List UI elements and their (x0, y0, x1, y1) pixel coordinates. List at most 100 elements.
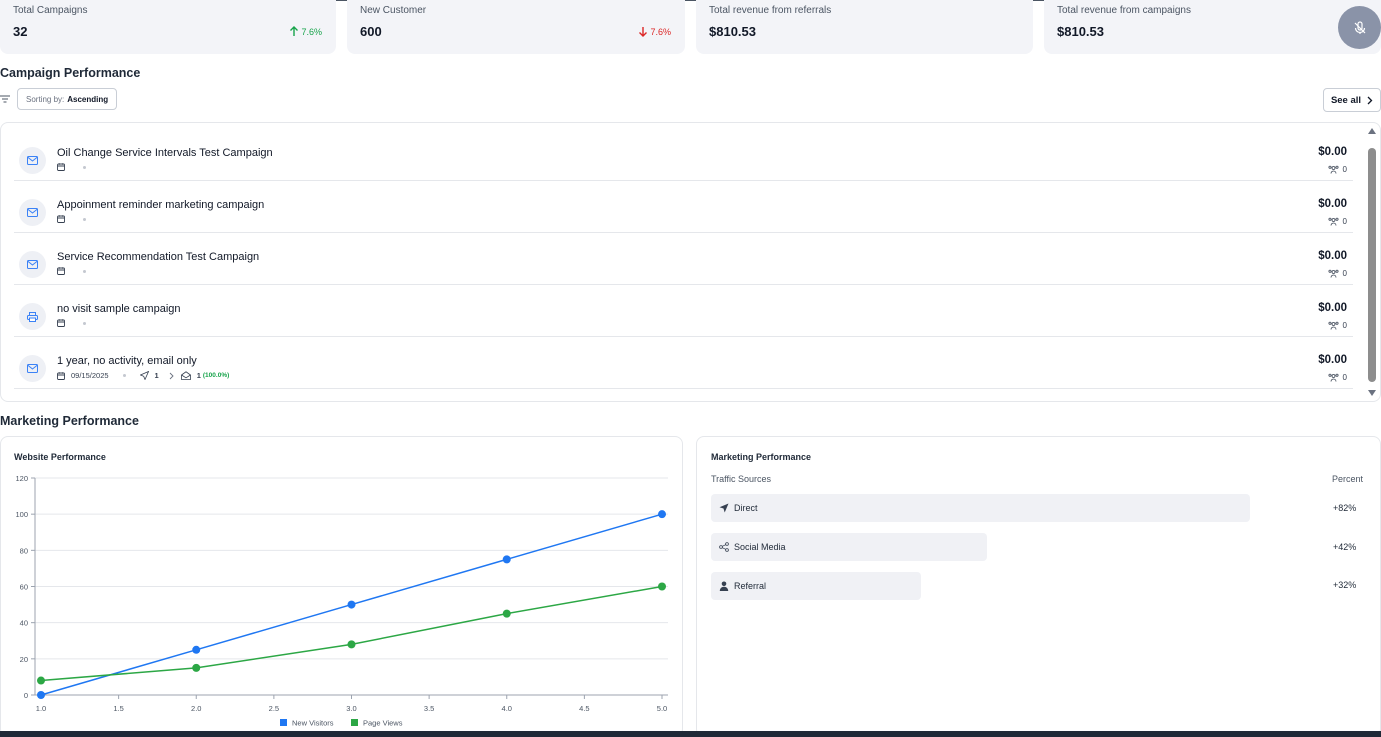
sent-count: 1 (154, 371, 159, 380)
data-point (37, 676, 45, 685)
campaign-meta (57, 215, 96, 223)
stat-card-referral-revenue: Total revenue from referrals $810.53 (696, 0, 1033, 54)
stat-change-value: 7.6% (650, 26, 671, 37)
users-icon (1328, 373, 1339, 382)
recipient-count: 0 (1342, 217, 1347, 226)
stat-change: 7.6% (638, 26, 671, 37)
stat-change-value: 7.6% (301, 26, 322, 37)
calendar-icon (57, 163, 65, 171)
separator-dot (83, 321, 86, 325)
traffic-label: Direct (734, 503, 758, 513)
x-tick-label: 3.0 (346, 704, 356, 713)
see-all-button[interactable]: See all (1323, 88, 1381, 112)
campaign-title: 1 year, no activity, email only (57, 355, 197, 367)
data-point (347, 600, 356, 609)
campaign-title: Oil Change Service Intervals Test Campai… (57, 147, 273, 159)
campaign-list-scrollbar[interactable] (1366, 124, 1378, 400)
x-tick-label: 4.0 (502, 704, 512, 713)
users-icon (1328, 165, 1339, 174)
x-tick-label: 2.5 (269, 704, 279, 713)
arrow-down-icon (639, 27, 648, 37)
x-tick-label: 4.5 (579, 704, 589, 713)
top-border (0, 0, 1381, 1)
campaign-row[interactable]: Service Recommendation Test Campaign $0.… (14, 233, 1353, 285)
stat-card-new-customer: New Customer 600 7.6% (347, 0, 685, 54)
stat-label: Total Campaigns (13, 5, 88, 16)
campaign-recipients: 0 (1328, 269, 1347, 278)
traffic-row-referral: Referral (711, 572, 921, 600)
separator-dot (83, 165, 86, 169)
campaign-revenue: $0.00 (1318, 250, 1347, 262)
campaign-recipients: 0 (1328, 373, 1347, 382)
website-performance-card: Website Performance 0 20 40 60 80 100 120 1.0 1.… (0, 436, 683, 737)
data-point (658, 582, 666, 591)
stat-value: 32 (13, 24, 28, 39)
print-icon (19, 303, 46, 330)
calendar-icon (57, 267, 65, 275)
user-icon (719, 581, 729, 591)
campaign-revenue: $0.00 (1318, 146, 1347, 158)
sort-dropdown[interactable]: Sorting by: Ascending (17, 88, 118, 110)
legend-swatch (351, 719, 358, 726)
mail-icon (19, 355, 46, 382)
campaign-row[interactable]: Oil Change Service Intervals Test Campai… (14, 129, 1353, 181)
users-icon (1328, 269, 1339, 278)
envelope-open-icon (180, 371, 191, 380)
mail-icon (19, 251, 46, 278)
campaign-row[interactable]: Appoinment reminder marketing campaign $… (14, 181, 1353, 233)
stat-label: Total revenue from campaigns (1057, 5, 1191, 16)
scroll-down-arrow-icon[interactable] (1368, 390, 1376, 396)
see-all-label: See all (1330, 94, 1362, 106)
campaign-revenue: $0.00 (1318, 354, 1347, 366)
scroll-thumb[interactable] (1368, 148, 1376, 382)
recipient-count: 0 (1342, 321, 1347, 330)
campaign-recipients: 0 (1328, 165, 1347, 174)
legend-label: Page Views (363, 719, 403, 728)
x-tick-label: 2.0 (191, 704, 201, 713)
traffic-sources-header: Traffic Sources (711, 474, 772, 484)
scroll-up-arrow-icon[interactable] (1368, 128, 1376, 134)
x-tick-label: 5.0 (657, 704, 667, 713)
data-point (502, 609, 511, 618)
calendar-icon (57, 371, 65, 380)
traffic-percent: +32% (1333, 580, 1357, 590)
campaign-recipients: 0 (1328, 321, 1347, 330)
navigation-arrow-icon (719, 503, 729, 513)
y-tick-label: 100 (15, 510, 28, 519)
mail-icon (19, 199, 46, 226)
campaign-date: 09/15/2025 (71, 371, 109, 380)
traffic-label: Social Media (734, 542, 786, 552)
stat-value: $810.53 (1057, 24, 1104, 39)
data-point (658, 510, 666, 519)
stat-card-campaign-revenue: Total revenue from campaigns $810.53 (1044, 0, 1381, 54)
legend-label: New Visitors (292, 719, 334, 728)
separator-dot (122, 374, 126, 377)
y-tick-label: 0 (24, 691, 28, 700)
data-point (192, 663, 201, 672)
traffic-card-title: Marketing Performance (711, 452, 812, 462)
data-point (192, 645, 201, 654)
campaign-meta (57, 319, 96, 327)
y-tick-label: 40 (20, 619, 28, 628)
x-tick-label: 1.0 (36, 704, 46, 713)
data-point (37, 691, 45, 699)
recipient-count: 0 (1342, 165, 1347, 174)
microphone-off-button[interactable] (1338, 6, 1381, 49)
calendar-icon (57, 319, 65, 327)
stat-change: 7.6% (289, 26, 322, 37)
data-point (347, 640, 356, 649)
traffic-row-direct: Direct (711, 494, 1250, 522)
send-icon (139, 371, 149, 380)
campaign-row[interactable]: no visit sample campaign $0.00 0 (14, 285, 1353, 337)
campaign-row[interactable]: 1 year, no activity, email only 09/15/20… (14, 337, 1353, 389)
separator-dot (83, 217, 86, 221)
arrow-up-icon (290, 26, 299, 36)
traffic-percent: +82% (1333, 503, 1357, 513)
legend-swatch (280, 719, 287, 726)
y-tick-label: 20 (20, 655, 28, 664)
campaign-title: Appoinment reminder marketing campaign (57, 199, 265, 211)
users-icon (1328, 321, 1339, 330)
filter-icon[interactable] (0, 94, 10, 104)
x-tick-label: 3.5 (424, 704, 434, 713)
campaign-meta (57, 163, 96, 171)
